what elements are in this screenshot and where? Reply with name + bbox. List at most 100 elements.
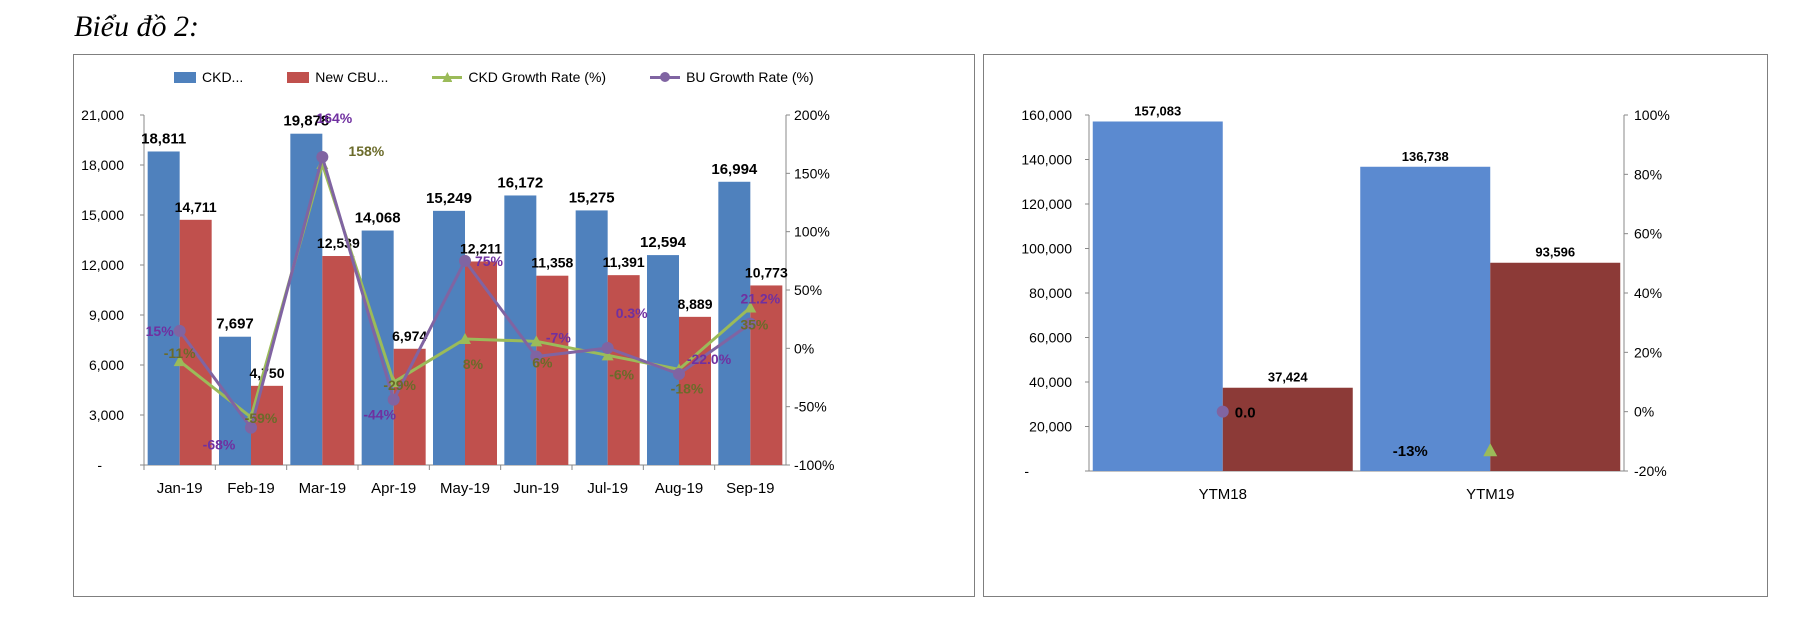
- ckd-bar: [433, 210, 465, 465]
- ckd-growth-label: -11%: [164, 345, 196, 361]
- x-tick-label: Feb-19: [227, 480, 275, 497]
- ckd-bar-label: 16,994: [711, 161, 758, 178]
- legend-label: CKD...: [202, 69, 244, 85]
- ckd-growth-point: [1483, 443, 1498, 457]
- y-tick-label: 160,000: [1021, 107, 1072, 123]
- y-tick-label: 40,000: [1029, 374, 1072, 390]
- cbu-bar-label: 11,391: [603, 254, 645, 270]
- bu-growth-point: [601, 341, 614, 354]
- ytd-chart-plot: 160,000 140,000 120,000 100,000 80,000 60,000…: [1021, 103, 1670, 503]
- legend-swatch-ckd-growth: [432, 70, 463, 84]
- cbu-bar: [322, 256, 355, 465]
- bu-growth-point: [245, 421, 257, 434]
- cbu-bar: [1490, 262, 1621, 471]
- ckd-bar: [290, 133, 323, 465]
- ckd-growth-point: [601, 349, 614, 361]
- ckd-bar-label: 136,738: [1402, 149, 1449, 164]
- ckd-growth-point: [530, 335, 543, 347]
- x-tick-label: Jul-19: [587, 480, 628, 497]
- bu-growth-label: -44%: [363, 407, 396, 423]
- ckd-bar: [1092, 121, 1223, 471]
- y2-tick-label: -50%: [794, 399, 827, 415]
- x-tick-label: YTM18: [1199, 486, 1247, 503]
- page-title: Biểu đồ 2:: [74, 10, 199, 43]
- y-tick-label: 18,000: [81, 157, 124, 173]
- bu-growth-label: 75%: [475, 253, 504, 269]
- ckd-bar: [504, 195, 537, 465]
- ckd-growth-label: -59%: [245, 410, 278, 426]
- ckd-growth-point: [173, 355, 186, 367]
- y-tick-label: 9,000: [89, 307, 124, 323]
- ckd-bar-label: 15,249: [426, 190, 472, 207]
- y-tick-label: 100,000: [1021, 241, 1072, 257]
- y-tick-label: 120,000: [1021, 196, 1072, 212]
- legend-label: BU Growth Rate (%): [686, 69, 814, 85]
- legend-item-ckd: CKD...: [174, 69, 243, 85]
- y-tick-label: 6,000: [89, 357, 124, 373]
- y2-tick-label: 100%: [794, 224, 830, 240]
- y-tick-label: 20,000: [1029, 419, 1072, 435]
- cbu-bar-label: 93,596: [1535, 245, 1575, 260]
- ckd-bar-label: 19,878: [283, 113, 329, 130]
- ytd-chart-panel: 160,000 140,000 120,000 100,000 80,000 60,000…: [983, 54, 1768, 597]
- cbu-bar-label: 10,773: [745, 264, 788, 280]
- y2-tick-label: 80%: [1634, 166, 1662, 182]
- ckd-growth-label: 8%: [463, 356, 484, 372]
- ckd-growth-point: [744, 301, 757, 313]
- y2-tick-label: 0%: [1634, 404, 1654, 420]
- y2-tick-label: 0%: [794, 340, 814, 356]
- ckd-bar-label: 15,275: [569, 189, 615, 206]
- bu-growth-point: [387, 393, 400, 406]
- x-tick-label: YTM19: [1466, 486, 1514, 503]
- ckd-growth-point: [459, 333, 471, 344]
- bu-growth-point: [1216, 405, 1229, 418]
- ckd-bar-label: 16,172: [497, 174, 543, 191]
- bu-growth-label: -7%: [546, 330, 571, 346]
- ckd-bar-label: 18,811: [141, 130, 186, 147]
- x-tick-label: Aug-19: [655, 480, 703, 497]
- chart-legend: CKD... New CBU... CKD Growth Rate (%) BU…: [174, 69, 814, 85]
- cbu-bar: [179, 219, 212, 465]
- monthly-chart-plot: 21,000 18,000 15,000 12,000 9,000 6,000 3,000 -…: [81, 107, 834, 497]
- bu-growth-point: [459, 254, 471, 267]
- cbu-bar-label: 11,358: [531, 255, 573, 271]
- legend-label: CKD Growth Rate (%): [468, 69, 607, 85]
- ckd-bar: [575, 210, 608, 465]
- y2-tick-label: -20%: [1634, 463, 1667, 479]
- cbu-bar-label: 6,974: [392, 328, 427, 344]
- cbu-bar-label: 12,211: [460, 240, 502, 256]
- bu-growth-point: [673, 368, 685, 380]
- legend-swatch-bu-growth: [650, 70, 681, 84]
- y-tick-label: 21,000: [81, 107, 124, 123]
- ckd-growth-label: 6%: [532, 354, 553, 370]
- ckd-growth-label: -13%: [1393, 443, 1428, 460]
- y2-tick-label: 20%: [1634, 344, 1662, 360]
- legend-swatch-new-cbu: [287, 71, 310, 83]
- cbu-bar-label: 12,539: [317, 235, 360, 251]
- cbu-bar: [536, 275, 569, 465]
- cbu-bar: [750, 285, 783, 465]
- x-tick-label: May-19: [440, 480, 490, 497]
- x-tick-label: Mar-19: [299, 480, 347, 497]
- ckd-bar-label: 157,083: [1134, 103, 1181, 118]
- y-tick-label: -: [97, 457, 102, 473]
- x-tick-label: Jan-19: [157, 480, 203, 497]
- bu-growth-label: 0.0: [1235, 405, 1256, 422]
- y-tick-label: 80,000: [1029, 285, 1072, 301]
- ckd-growth-label: 35%: [740, 317, 769, 333]
- y2-tick-label: 100%: [1634, 107, 1670, 123]
- ckd-bar: [147, 151, 180, 465]
- bu-growth-label: -22.0%: [687, 351, 732, 367]
- legend-item-ckd-growth: CKD Growth Rate (%): [432, 69, 606, 85]
- y-tick-label: 15,000: [81, 207, 124, 223]
- ckd-growth-label: -18%: [671, 380, 704, 396]
- ckd-bar: [219, 336, 251, 465]
- ckd-growth-label: -6%: [609, 366, 634, 382]
- bu-growth-label: 0.3%: [616, 305, 648, 321]
- cbu-bar: [1222, 387, 1353, 471]
- y2-tick-label: -100%: [794, 457, 834, 473]
- ckd-bar: [1360, 166, 1491, 472]
- x-tick-label: Sep-19: [726, 480, 774, 497]
- bu-growth-label: 15%: [146, 323, 175, 339]
- y-tick-label: 3,000: [89, 407, 124, 423]
